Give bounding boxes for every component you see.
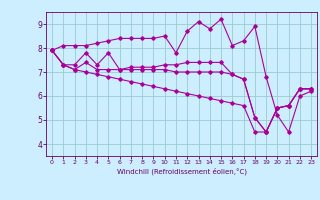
- X-axis label: Windchill (Refroidissement éolien,°C): Windchill (Refroidissement éolien,°C): [116, 168, 247, 175]
